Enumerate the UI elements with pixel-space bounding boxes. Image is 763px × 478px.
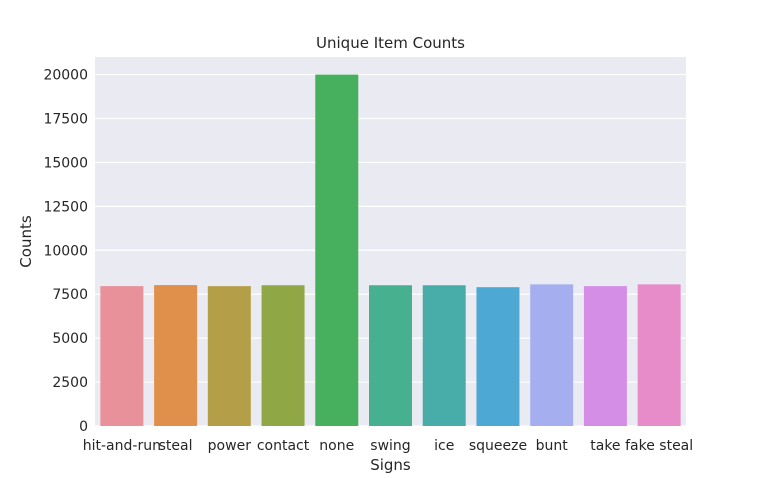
x-tick-label: contact [257, 438, 310, 454]
x-tick-label: none [319, 438, 354, 454]
bar-none [315, 74, 359, 427]
y-tick-label: 5000 [52, 331, 88, 347]
x-tick-label: swing [370, 438, 410, 454]
bar-bunt [530, 284, 574, 426]
bar-ice [422, 285, 466, 426]
y-tick-label: 10000 [43, 243, 88, 259]
bar-power [207, 286, 251, 426]
bar-squeeze [476, 287, 520, 426]
x-tick-label: steal [159, 438, 193, 454]
bar-contact [261, 285, 305, 426]
x-tick-label: ice [434, 438, 454, 454]
bar-hit-and-run [100, 286, 144, 426]
y-tick-label: 17500 [43, 112, 88, 128]
bar-fake-steal [637, 284, 681, 426]
x-tick-label: squeeze [469, 438, 527, 454]
chart-title: Unique Item Counts [316, 34, 465, 52]
x-tick-label: bunt [536, 438, 569, 454]
x-tick-label: hit-and-run [83, 438, 161, 454]
y-tick-label: 12500 [43, 199, 88, 215]
y-axis-label: Counts [17, 215, 35, 268]
y-tick-label: 20000 [43, 68, 88, 84]
bar-steal [154, 285, 198, 426]
y-tick-label: 2500 [52, 375, 88, 391]
y-tick-label: 0 [79, 419, 88, 435]
x-tick-label: power [208, 438, 252, 454]
x-axis-label: Signs [370, 456, 411, 474]
y-tick-label: 15000 [43, 155, 88, 171]
bars [100, 74, 681, 427]
bar-take [583, 286, 627, 426]
y-tick-labels: 0 2500 5000 7500 10000 12500 15000 17500 20000 [43, 68, 88, 435]
y-tick-label: 7500 [52, 287, 88, 303]
x-tick-label: fake steal [625, 438, 693, 454]
bar-swing [369, 285, 412, 426]
x-tick-label: take [590, 438, 620, 454]
